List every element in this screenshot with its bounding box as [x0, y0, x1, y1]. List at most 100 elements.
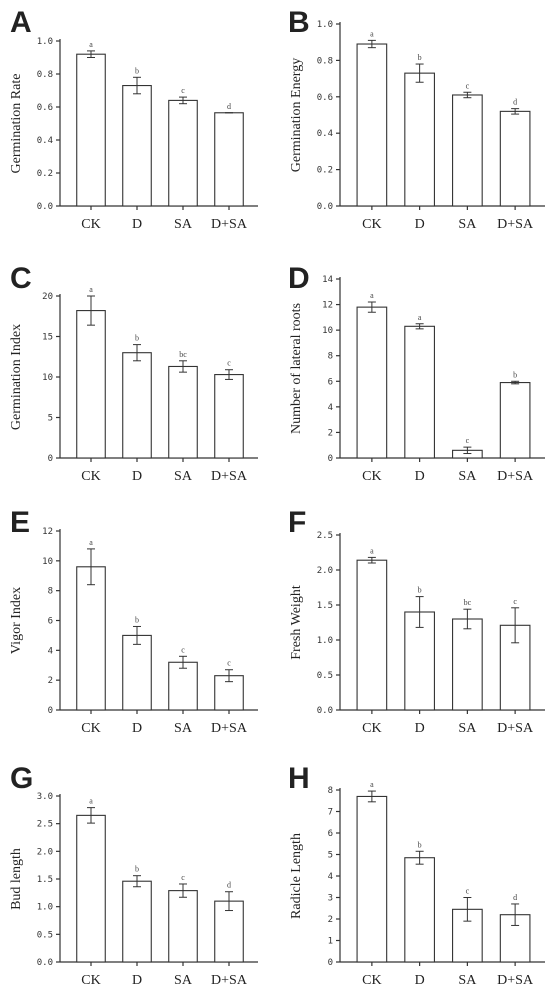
panel-c-ytick-label: 0: [48, 454, 53, 464]
panel-h-sig-label: d: [513, 893, 517, 902]
panel-e-category-label: D: [132, 721, 142, 736]
panel-b-category-label: SA: [458, 217, 477, 232]
panel-a-bar-sa: [168, 99, 198, 207]
panel-b-category-label: D: [415, 217, 425, 232]
panel-f-ytick-label: 2.0: [317, 566, 333, 576]
panel-h-bar-d: [404, 857, 435, 963]
panel-f-bar-ck: [356, 559, 388, 711]
panel-a-ytick-label: 0.6: [37, 103, 53, 113]
panel-d-category-label: D: [415, 469, 425, 484]
panel-d-ytick-label: 14: [322, 275, 333, 285]
panel-b-ytick-label: 0.6: [317, 93, 333, 103]
panel-h-ytick-label: 4: [328, 872, 333, 882]
panel-h-category-label: D+SA: [497, 973, 534, 988]
panel-c-sig-label: bc: [179, 350, 187, 359]
panel-b-ytick-label: 1.0: [317, 20, 333, 30]
panel-f-bar-d: [404, 611, 435, 711]
panel-a-sig-label: b: [135, 66, 139, 75]
panel-f-category-label: D: [415, 721, 425, 736]
panel-h-ytick-label: 3: [328, 894, 333, 904]
panel-a-ytick-label: 0.4: [37, 136, 53, 146]
panel-a-category-label: D+SA: [211, 217, 248, 232]
panel-h-ytick-label: 1: [328, 937, 333, 947]
panel-g-ytick-label: 0.5: [37, 930, 53, 940]
panel-d-category-label: D+SA: [497, 469, 534, 484]
panel-h-category-label: SA: [458, 973, 477, 988]
panel-f-ytick-label: 0.0: [317, 706, 333, 716]
panel-e-ytick-label: 8: [48, 587, 53, 597]
panel-b-letter: B: [288, 6, 310, 39]
panel-f-category-label: CK: [362, 721, 381, 736]
panel-c-ytick-label: 20: [42, 292, 53, 302]
panel-h: H 0 1 2 3 4 5 6 7 8 Radicle Length a CK b Dc SA d D+SA: [288, 762, 545, 988]
panel-d-sig-label: c: [466, 436, 470, 445]
panel-b-bar-sa: [452, 94, 483, 207]
panel-d-sig-label: a: [418, 313, 422, 322]
panel-g-ytick-label: 2.5: [37, 820, 53, 830]
panel-d-ytick-label: 0: [328, 454, 333, 464]
panel-e-letter: E: [10, 506, 30, 539]
panel-e-ytick-label: 12: [42, 527, 53, 537]
panel-c-bar-d: [122, 352, 152, 459]
panel-c-ytick-label: 5: [48, 414, 53, 424]
panel-b-bar-ck: [356, 43, 388, 207]
panel-h-ylabel: Radicle Length: [289, 833, 304, 919]
panel-e-sig-label: c: [181, 645, 185, 654]
panel-b-sig-label: c: [466, 81, 470, 90]
panel-e-bar-d: [122, 634, 152, 711]
panel-e-bar-sa: [168, 661, 198, 711]
panel-a-ytick-label: 0.8: [37, 70, 53, 80]
panel-f-category-label: SA: [458, 721, 477, 736]
panel-g-category-label: CK: [81, 973, 100, 988]
panel-c-ytick-label: 15: [42, 333, 53, 343]
panel-d-ytick-label: 4: [328, 403, 333, 413]
panel-f-ytick-label: 1.5: [317, 601, 333, 611]
panel-a-category-label: D: [132, 217, 142, 232]
panel-b-ytick-label: 0.2: [317, 166, 333, 176]
panel-g-category-label: SA: [174, 973, 193, 988]
panel-g-ytick-label: 2.0: [37, 847, 53, 857]
panel-f-sig-label: b: [418, 586, 422, 595]
panel-a-bar-d-sa: [214, 112, 244, 207]
panel-b-bar-d: [404, 72, 435, 207]
panel-d-sig-label: b: [513, 370, 517, 379]
panel-b-ytick-label: 0.8: [317, 56, 333, 66]
panel-e-ytick-label: 2: [48, 676, 53, 686]
panel-b-sig-label: a: [370, 29, 374, 38]
panel-h-sig-label: c: [466, 887, 470, 896]
panel-c-category-label: D+SA: [211, 469, 248, 484]
panel-a-sig-label: a: [89, 40, 93, 49]
panel-e-bar-ck: [76, 566, 106, 711]
panel-d-bar-d-sa: [499, 382, 531, 459]
panel-b-ytick-label: 0.0: [317, 202, 333, 212]
panel-d-letter: D: [288, 262, 310, 295]
panel-h-ytick-label: 7: [328, 808, 333, 818]
panel-g-category-label: D: [132, 973, 142, 988]
panel-a-ytick-label: 0.2: [37, 169, 53, 179]
panel-a-ylabel: Germination Rate: [9, 74, 24, 174]
panel-e-ytick-label: 4: [48, 646, 53, 656]
panel-c-bar-ck: [76, 310, 106, 459]
panel-h-sig-label: b: [418, 840, 422, 849]
panel-d-category-label: CK: [362, 469, 381, 484]
panel-d-ylabel: Number of lateral roots: [289, 303, 304, 434]
panel-d-bar-d: [404, 325, 435, 459]
panel-h-letter: H: [288, 762, 310, 795]
panel-c-sig-label: a: [89, 285, 93, 294]
panel-e-category-label: CK: [81, 721, 100, 736]
panel-b: B 0.0 0.2 0.4 0.6 0.8 1.0 Germination Energy a CK…: [288, 6, 545, 232]
panel-d: D 0 2 4 6 8 10 12 14 Number of lateral roots a CK a D…: [288, 262, 545, 484]
panel-c-letter: C: [10, 262, 32, 295]
panel-h-ytick-label: 8: [328, 786, 333, 796]
panel-c-bar-sa: [168, 365, 198, 459]
panel-a-ytick-label: 1.0: [37, 37, 53, 47]
panel-e-ytick-label: 10: [42, 557, 53, 567]
panel-h-sig-label: a: [370, 780, 374, 789]
panel-h-ytick-label: 5: [328, 851, 333, 861]
panel-g-sig-label: c: [181, 873, 185, 882]
panel-a-sig-label: d: [227, 102, 231, 111]
panel-g-ylabel: Bud length: [9, 848, 24, 910]
panel-d-bar-ck: [356, 306, 388, 459]
panel-b-bar-d-sa: [499, 110, 531, 207]
